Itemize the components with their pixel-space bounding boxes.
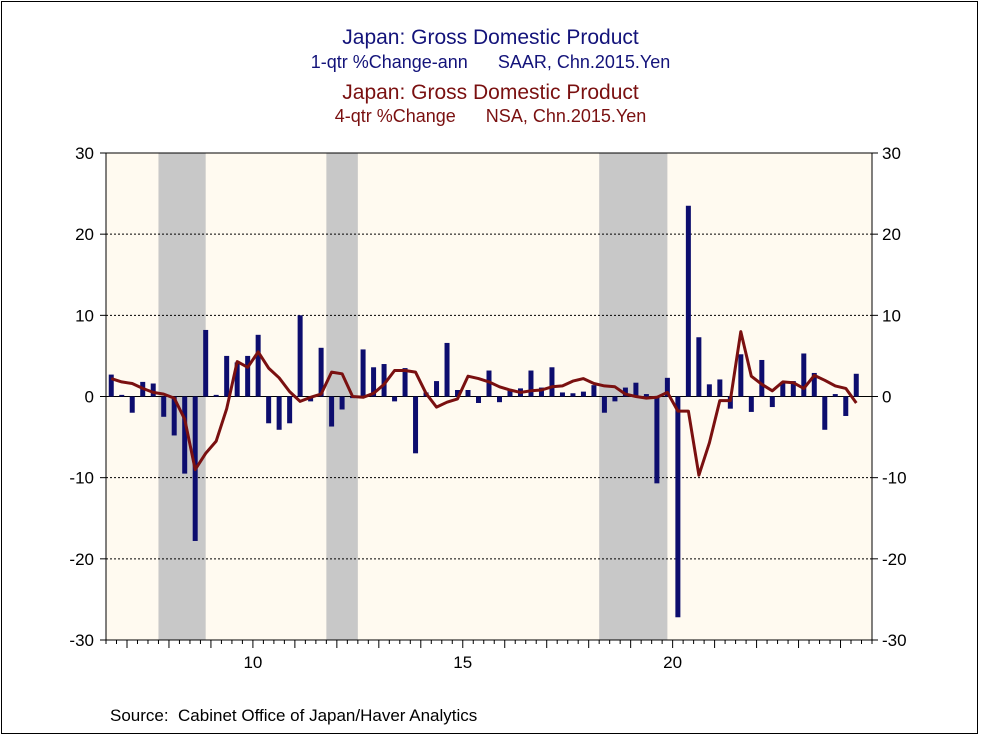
gdp-qtr-bar — [559, 392, 565, 397]
gdp-qtr-bar — [318, 347, 324, 397]
y-tick-label-left: -10 — [69, 469, 94, 488]
gdp-qtr-bar — [434, 381, 440, 397]
gdp-qtr-bar — [664, 377, 670, 397]
gdp-qtr-bar — [622, 387, 628, 397]
gdp-qtr-bar — [591, 385, 597, 397]
gdp-qtr-bar — [570, 393, 576, 397]
gdp-qtr-bar — [643, 394, 649, 397]
x-tick-label: 15 — [453, 653, 472, 672]
gdp-qtr-bar — [234, 362, 240, 397]
gdp-qtr-bar — [392, 396, 398, 402]
gdp-qtr-bar — [266, 396, 272, 424]
gdp-qtr-bar — [245, 355, 251, 397]
gdp-qtr-bar — [780, 381, 786, 397]
series1-subtitle: 1-qtr %Change-ann SAAR, Chn.2015.Yen — [310, 52, 671, 72]
series2-subtitle: 4-qtr %Change NSA, Chn.2015.Yen — [334, 106, 647, 126]
gdp-qtr-bar — [538, 387, 544, 397]
gdp-qtr-bar — [727, 396, 733, 409]
gdp-qtr-bar — [601, 396, 607, 413]
gdp-qtr-bar — [748, 396, 754, 412]
gdp-qtr-bar — [465, 390, 471, 397]
gdp-qtr-bar — [255, 334, 261, 397]
y-tick-label-left: -20 — [69, 550, 94, 569]
gdp-qtr-bar — [633, 382, 639, 397]
gdp-qtr-bar — [801, 353, 807, 397]
gdp-qtr-bar — [580, 391, 586, 397]
gdp-qtr-bar — [182, 396, 188, 474]
gdp-qtr-bar — [171, 396, 177, 436]
y-tick-label-right: 0 — [882, 388, 891, 407]
gdp-qtr-bar — [507, 389, 513, 397]
gdp-qtr-bar — [360, 349, 366, 397]
gdp-qtr-bar — [759, 359, 765, 397]
gdp-qtr-bar — [339, 396, 345, 410]
gdp-qtr-bar — [402, 368, 408, 397]
gdp-qtr-bar — [381, 364, 387, 397]
gdp-qtr-bar — [675, 396, 681, 618]
y-tick-label-left: 20 — [75, 225, 94, 244]
gdp-qtr-bar — [476, 396, 482, 403]
gdp-qtr-bar — [790, 381, 796, 397]
gdp-qtr-bar — [528, 370, 534, 397]
gdp-qtr-bar — [287, 396, 293, 424]
gdp-qtr-bar — [843, 396, 849, 416]
gdp-qtr-bar — [612, 396, 618, 402]
y-tick-label-left: 0 — [85, 388, 94, 407]
y-tick-label-right: -30 — [882, 631, 907, 650]
gdp-qtr-bar — [308, 396, 314, 402]
gdp-qtr-bar — [549, 367, 555, 397]
y-tick-label-right: 10 — [882, 306, 901, 325]
gdp-qtr-bar — [150, 383, 156, 397]
gdp-qtr-bar — [685, 205, 691, 397]
gdp-qtr-bar — [276, 396, 282, 430]
x-tick-label: 10 — [243, 653, 262, 672]
gdp-qtr-bar — [706, 384, 712, 397]
gdp-qtr-bar — [654, 396, 660, 484]
source-note: Source: Cabinet Office of Japan/Haver An… — [110, 706, 478, 725]
gdp-qtr-bar — [717, 379, 723, 397]
plot-border — [105, 152, 873, 641]
gdp-qtr-bar — [119, 394, 125, 397]
gdp-qtr-bar — [822, 396, 828, 430]
gdp-qtr-bar — [738, 354, 744, 397]
y-tick-label-left: 30 — [75, 144, 94, 163]
gdp-qtr-bar — [129, 396, 135, 413]
gdp-qtr-bar — [329, 396, 335, 427]
series2-title: Japan: Gross Domestic Product — [342, 81, 639, 104]
gdp-qtr-bar — [413, 396, 419, 454]
y-tick-label-left: 10 — [75, 306, 94, 325]
gdp-qtr-bar — [213, 394, 219, 397]
gdp-qtr-bar — [224, 355, 230, 397]
y-tick-label-right: 20 — [882, 225, 901, 244]
gdp-qtr-bar — [108, 374, 114, 397]
gdp-qtr-bar — [496, 396, 502, 403]
y-tick-label-right: 30 — [882, 144, 901, 163]
y-tick-label-right: -10 — [882, 469, 907, 488]
gdp-qtr-bar — [811, 372, 817, 397]
gdp-qtr-bar — [769, 396, 775, 408]
y-tick-label-left: -30 — [69, 631, 94, 650]
series1-title: Japan: Gross Domestic Product — [342, 26, 639, 49]
gdp-qtr-bar — [371, 367, 377, 397]
gdp-qtr-bar — [297, 315, 303, 397]
y-tick-label-right: -20 — [882, 550, 907, 569]
x-tick-label: 20 — [663, 653, 682, 672]
gdp-qtr-bar — [161, 396, 167, 417]
gdp-qtr-bar — [203, 329, 209, 397]
gdp-qtr-bar — [832, 394, 838, 397]
gdp-qtr-bar — [853, 373, 859, 397]
gdp-qtr-bar — [444, 342, 450, 397]
gdp-qtr-bar — [696, 337, 702, 397]
gdp-qtr-bar — [455, 390, 461, 397]
gdp-yoy-line — [110, 330, 858, 477]
